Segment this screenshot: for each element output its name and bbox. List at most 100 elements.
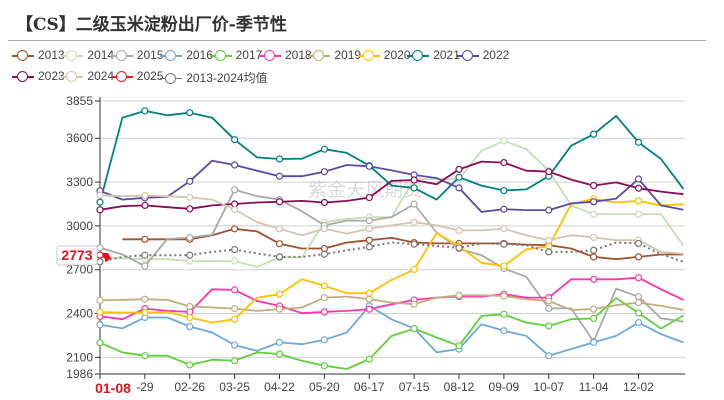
- legend-label: 2022: [482, 48, 510, 62]
- legend-item-2024[interactable]: 2024: [61, 69, 114, 83]
- data-point: [141, 295, 149, 303]
- data-point: [634, 318, 643, 327]
- data-point: [590, 246, 598, 254]
- series-2013: [122, 225, 684, 261]
- x-tick-label: 03-25: [219, 380, 250, 394]
- legend-label: 2020: [383, 48, 411, 62]
- legend-item-2016[interactable]: 2016: [160, 48, 213, 62]
- legend-item-2020[interactable]: 2020: [357, 48, 411, 62]
- data-point: [96, 198, 104, 206]
- data-point: [320, 250, 328, 258]
- data-point: [634, 138, 643, 146]
- legend-marker-icon: [259, 49, 281, 61]
- data-point: [634, 197, 643, 205]
- data-point: [365, 236, 373, 244]
- data-point: [186, 313, 194, 322]
- data-point: [410, 184, 418, 192]
- data-point: [231, 205, 239, 214]
- data-point: [141, 352, 149, 360]
- series-2021: [96, 107, 685, 206]
- legend-item-2025[interactable]: 2025: [110, 69, 164, 83]
- data-point: [186, 193, 194, 201]
- legend-label: 2013: [38, 48, 65, 62]
- series-line-2013: [122, 227, 684, 261]
- legend-label: 2019: [334, 48, 362, 62]
- legend-item-2014[interactable]: 2014: [61, 48, 114, 62]
- data-point: [231, 357, 239, 365]
- legend-marker-icon: [357, 49, 380, 61]
- data-point: [545, 248, 553, 256]
- watermark: 紫金天风期货: [308, 179, 422, 201]
- data-point: [634, 184, 643, 192]
- legend-item-2022[interactable]: 2022: [456, 48, 510, 62]
- x-tick-label: 06-17: [354, 380, 385, 394]
- data-point: [410, 300, 418, 308]
- data-point: [590, 253, 598, 261]
- legend-label: 2021: [433, 48, 460, 62]
- data-point: [545, 322, 553, 330]
- data-point: [320, 198, 328, 207]
- data-point: [365, 225, 373, 233]
- series-line-2015: [99, 188, 684, 343]
- y-pointer-label: 2773: [61, 247, 92, 263]
- legend-item-2013[interactable]: 2013: [12, 48, 65, 62]
- data-point: [634, 175, 643, 183]
- series-line-2013-2024均值: [99, 241, 684, 263]
- data-point: [96, 296, 104, 304]
- y-tick-label: 2100: [66, 350, 93, 364]
- data-point: [590, 233, 598, 242]
- data-point: [590, 314, 598, 323]
- data-point: [455, 291, 463, 299]
- data-point: [320, 362, 328, 370]
- legend-marker-icon: [110, 49, 133, 61]
- x-tick-label: 11-04: [579, 380, 609, 394]
- legend-label: 2025: [136, 69, 164, 83]
- data-point: [141, 262, 149, 270]
- x-tick-label: -29: [136, 380, 154, 394]
- series-line-2022: [99, 159, 684, 213]
- data-point: [365, 355, 373, 363]
- data-point: [141, 235, 149, 243]
- data-point: [96, 321, 104, 329]
- series-2023: [96, 159, 684, 214]
- data-point: [231, 286, 239, 294]
- y-tick-label: 3000: [66, 219, 93, 233]
- data-point: [545, 206, 553, 214]
- data-point: [545, 236, 553, 244]
- x-tick-label: 04-22: [264, 380, 295, 394]
- legend-marker-icon: [12, 49, 34, 61]
- data-point: [500, 205, 508, 213]
- data-point: [365, 243, 373, 251]
- data-point: [365, 162, 373, 170]
- series-2017: [96, 297, 684, 370]
- data-point: [231, 257, 239, 265]
- data-point: [96, 258, 104, 266]
- legend-item-2021[interactable]: 2021: [407, 48, 460, 62]
- data-point: [500, 137, 508, 145]
- data-point: [320, 294, 328, 302]
- data-point: [634, 239, 643, 248]
- legend-item-2013-2024均值[interactable]: 2013-2024均值: [160, 69, 268, 86]
- data-point: [545, 168, 553, 176]
- y-tick-label: 1986: [66, 367, 93, 381]
- legend-item-2018[interactable]: 2018: [259, 48, 312, 62]
- data-point: [590, 338, 598, 347]
- legend-item-2017[interactable]: 2017: [209, 48, 262, 62]
- legend-item-2023[interactable]: 2023: [12, 69, 65, 83]
- x-tick-label: 08-12: [444, 380, 475, 394]
- data-point: [365, 193, 373, 202]
- chart-title: 【CS】二级玉米淀粉出厂价-季节性: [16, 15, 287, 35]
- data-point: [500, 240, 508, 248]
- data-point: [500, 327, 508, 335]
- legend-item-2015[interactable]: 2015: [110, 48, 164, 62]
- data-point: [275, 338, 284, 347]
- data-point: [410, 218, 418, 226]
- data-point: [410, 240, 418, 248]
- series-line-2017: [99, 297, 684, 370]
- legend-marker-icon: [12, 70, 34, 82]
- data-point: [455, 184, 463, 192]
- y-tick-label: 3300: [66, 175, 93, 189]
- legend-item-2019[interactable]: 2019: [308, 48, 361, 62]
- data-point: [231, 341, 239, 349]
